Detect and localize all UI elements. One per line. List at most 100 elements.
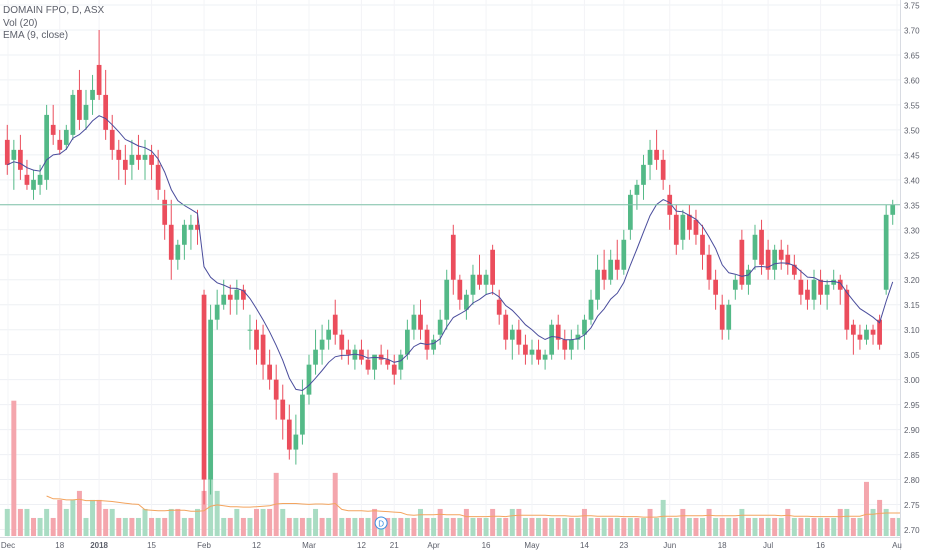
volume-bar: [713, 517, 719, 536]
price-tick-label: 3.10: [904, 326, 920, 335]
price-tick-label: 3.30: [904, 226, 920, 235]
volume-bar: [542, 517, 548, 536]
candle: [345, 339, 351, 365]
candle: [851, 319, 856, 355]
candle: [405, 319, 410, 360]
ema-path: [7, 115, 894, 392]
volume-bar: [352, 517, 358, 536]
candle-body: [700, 234, 705, 255]
dividend-circle: [374, 516, 388, 530]
candle: [582, 314, 587, 350]
symbol-title[interactable]: DOMAIN FPO, D, ASX: [3, 5, 105, 16]
candle-body: [601, 269, 607, 280]
candle-body: [326, 329, 332, 340]
volume-bar: [667, 517, 673, 536]
candle-body: [4, 139, 10, 165]
time-tick-label: 12: [357, 541, 366, 550]
ema-indicator-label[interactable]: EMA (9, close): [3, 30, 69, 41]
candle: [713, 269, 718, 310]
candle: [208, 304, 213, 495]
candle-body: [411, 314, 417, 330]
candle: [844, 284, 850, 340]
time-axis[interactable]: Dec 18 2018 15 Feb 12 Mar 12 21 Apr 16 May 14 23 Jun 18…: [0, 537, 902, 550]
candlesticks: [4, 29, 896, 505]
candle: [693, 209, 699, 245]
volume-bar: [896, 517, 902, 536]
candle: [654, 129, 659, 170]
candle: [464, 289, 469, 320]
candle-body: [798, 279, 804, 295]
candle: [241, 284, 246, 310]
candle-body: [726, 304, 732, 330]
candle-body: [273, 379, 279, 400]
candle-body: [752, 234, 758, 260]
candle: [63, 124, 69, 150]
candle: [142, 139, 148, 180]
volume-bar: [313, 508, 319, 536]
candle-body: [555, 324, 561, 340]
volume-bar: [575, 517, 581, 536]
candle-body: [864, 329, 869, 340]
candle-body: [293, 434, 299, 450]
candle-body: [424, 329, 430, 350]
candle: [837, 274, 843, 305]
candle: [864, 324, 869, 345]
candle-body: [496, 299, 502, 315]
candle: [424, 324, 430, 360]
time-tick-label: Dec: [1, 541, 15, 550]
candle-body: [352, 349, 358, 360]
candle-body: [70, 94, 76, 135]
candle: [457, 274, 463, 310]
volume-bar: [791, 517, 797, 536]
volume-bar: [772, 517, 778, 536]
price-tick-label: 2.80: [904, 476, 920, 485]
candle-body: [260, 334, 266, 365]
candle: [509, 324, 515, 360]
volume-bar: [798, 517, 804, 536]
candle-body: [634, 184, 640, 195]
volume-bar: [17, 508, 23, 536]
price-axis[interactable]: 3.75 3.70 3.65 3.60 3.55 3.50 3.45 3.40 3.35 3.30…: [900, 0, 932, 550]
candle: [555, 314, 561, 350]
candle-body: [214, 304, 220, 320]
volume-bar: [135, 517, 141, 536]
volume-bar: [522, 517, 528, 536]
candle-body: [614, 259, 620, 270]
volume-bar: [778, 517, 784, 536]
candle-body: [824, 284, 830, 295]
candle-body: [405, 329, 410, 355]
volume-bar: [201, 490, 207, 536]
candle-body: [103, 94, 109, 130]
candle-body: [332, 314, 338, 335]
candle-body: [588, 299, 594, 320]
candle: [614, 239, 620, 280]
volume-bar: [280, 508, 286, 536]
candle-body: [687, 214, 692, 230]
candle: [660, 149, 666, 190]
candle-body: [811, 279, 817, 300]
candle-body: [883, 214, 889, 290]
price-tick-label: 3.40: [904, 176, 920, 185]
candle-body: [746, 269, 751, 285]
volume-bar: [693, 517, 699, 536]
volume-bar: [850, 517, 856, 536]
candle: [103, 69, 109, 140]
volume-bar: [4, 508, 10, 536]
volume-bar: [568, 517, 574, 536]
price-tick-label: 3.60: [904, 76, 920, 85]
candle-body: [254, 329, 259, 350]
candle: [772, 244, 778, 280]
candle-body: [227, 294, 233, 300]
candle-body: [286, 419, 292, 450]
candle-body: [851, 324, 856, 335]
time-tick-label: 2018: [90, 541, 108, 550]
candle: [280, 384, 286, 440]
volume-bar: [627, 517, 633, 536]
volume-indicator-label[interactable]: Vol (20): [3, 17, 38, 29]
candle: [870, 324, 876, 345]
volume-bar: [411, 517, 417, 536]
volume-bar: [883, 508, 889, 536]
candle: [214, 289, 220, 330]
volume-bar: [804, 517, 810, 536]
